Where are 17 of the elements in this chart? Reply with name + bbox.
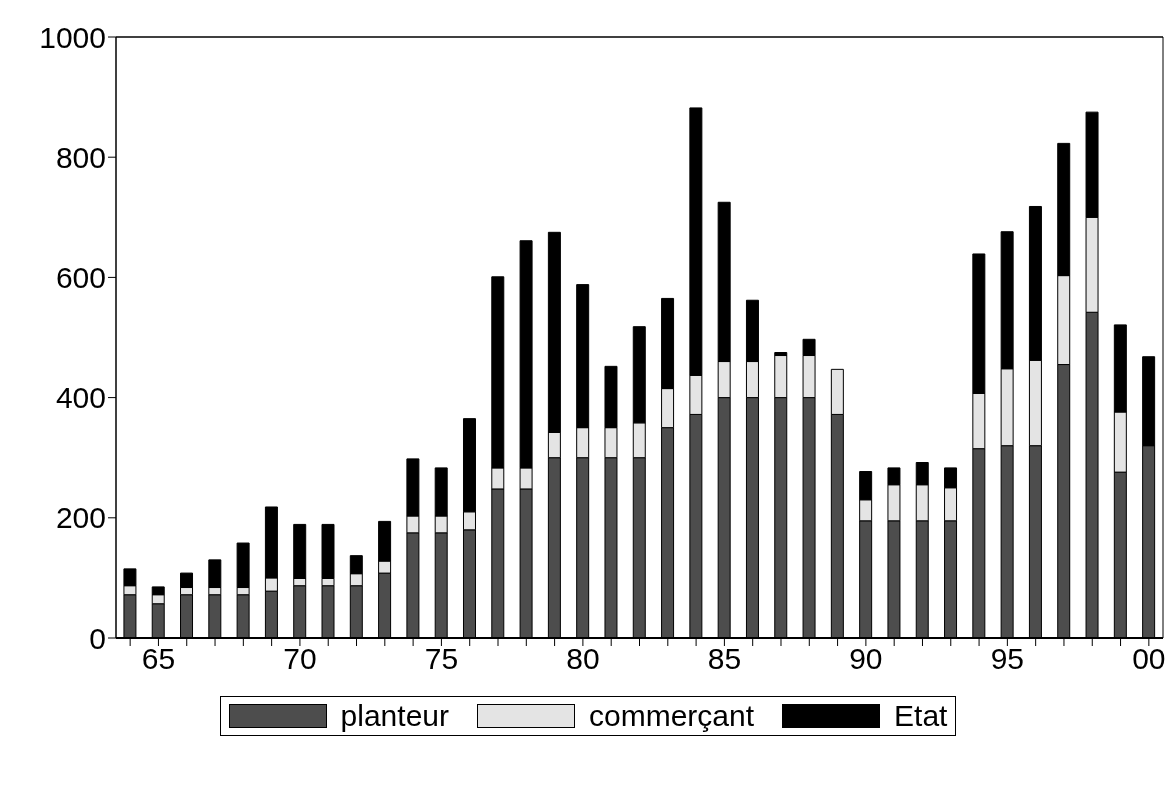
x-tick-label: 80 <box>566 642 600 676</box>
x-tick-label: 70 <box>283 642 317 676</box>
y-tick-label: 200 <box>55 501 106 535</box>
y-tick-label: 1000 <box>39 20 106 54</box>
x-tick-label: 85 <box>707 642 742 676</box>
y-tick-label: 400 <box>55 381 106 415</box>
legend-label: commerçant <box>589 699 755 733</box>
y-tick-label: 800 <box>55 140 106 174</box>
x-tick-label: 65 <box>141 642 176 676</box>
y-tick-label: 600 <box>55 261 106 295</box>
legend-label: Etat <box>894 699 948 733</box>
x-tick-label: 90 <box>849 642 883 676</box>
x-tick-label: 95 <box>990 642 1025 676</box>
x-tick-label: 00 <box>1132 642 1166 676</box>
x-tick-label: 75 <box>424 642 459 676</box>
y-tick-label: 0 <box>89 621 106 655</box>
legend-label: planteur <box>340 699 449 733</box>
